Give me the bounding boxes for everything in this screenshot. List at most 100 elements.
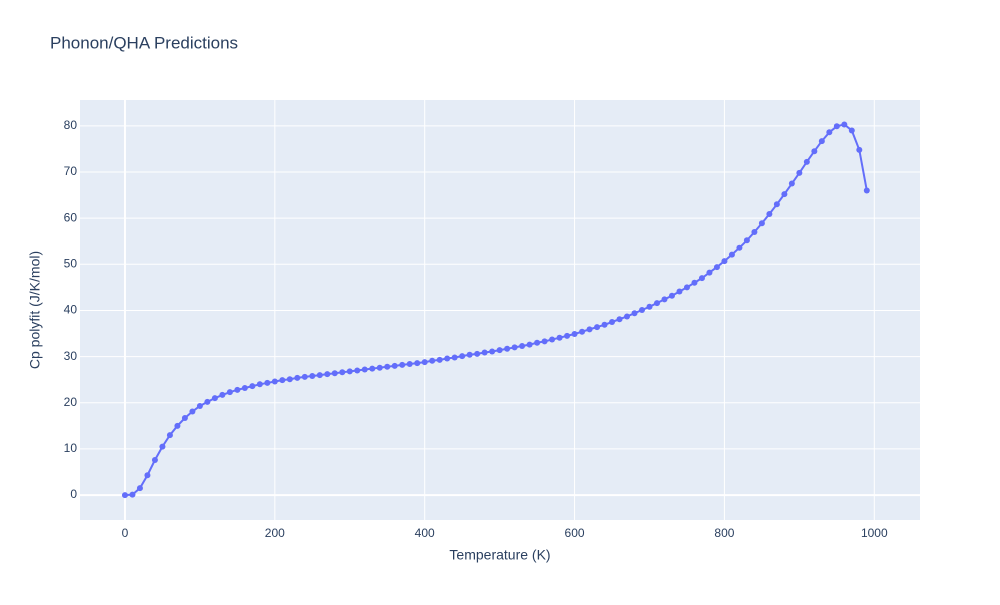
data-point — [713, 264, 720, 271]
x-tick-label: 1000 — [861, 526, 888, 540]
data-point — [144, 472, 151, 479]
data-point — [324, 371, 331, 378]
data-point — [556, 334, 563, 341]
data-point — [624, 313, 631, 320]
data-point — [459, 353, 466, 360]
data-point — [586, 326, 593, 333]
data-point — [399, 361, 406, 368]
data-point — [841, 121, 848, 128]
y-tick-label: 60 — [64, 210, 78, 224]
y-tick-label: 30 — [64, 349, 78, 363]
x-tick-label: 400 — [415, 526, 435, 540]
y-tick-label: 10 — [64, 441, 78, 455]
data-point — [668, 292, 675, 299]
data-point — [136, 485, 143, 492]
data-point — [848, 127, 855, 134]
data-point — [601, 321, 608, 328]
data-point — [653, 300, 660, 307]
data-point — [474, 350, 481, 357]
data-point — [773, 201, 780, 208]
data-point — [436, 356, 443, 363]
data-point — [346, 368, 353, 375]
data-point — [638, 307, 645, 313]
y-tick-label: 50 — [64, 256, 78, 270]
data-point — [444, 355, 451, 362]
data-point — [159, 443, 166, 450]
data-point — [489, 348, 496, 355]
data-point — [811, 148, 818, 155]
data-point — [856, 146, 863, 153]
data-point — [316, 372, 323, 379]
data-point — [369, 365, 376, 372]
data-point — [196, 403, 203, 409]
data-point — [616, 316, 623, 323]
data-point — [743, 237, 750, 244]
data-point — [691, 279, 698, 286]
data-point — [121, 492, 128, 499]
data-point — [504, 345, 511, 352]
data-point — [421, 359, 428, 366]
data-point — [376, 364, 383, 371]
data-point — [526, 341, 533, 348]
data-point — [264, 379, 271, 386]
data-point — [481, 349, 488, 356]
data-point — [519, 343, 526, 349]
data-point — [736, 244, 743, 251]
data-point — [271, 378, 278, 385]
data-point — [496, 347, 503, 354]
data-point — [549, 336, 556, 343]
data-point — [758, 220, 765, 227]
data-point — [594, 324, 601, 331]
data-point — [631, 310, 638, 317]
data-point — [301, 373, 308, 380]
data-point — [698, 275, 705, 282]
data-point — [339, 369, 346, 376]
data-point — [294, 374, 301, 381]
data-point — [286, 376, 293, 383]
data-point — [796, 169, 803, 176]
data-point — [241, 385, 248, 391]
data-point — [414, 360, 421, 367]
y-axis-title: Cp polyfit (J/K/mol) — [27, 251, 43, 369]
data-point — [219, 391, 226, 398]
data-point — [609, 319, 616, 325]
data-point — [646, 303, 653, 310]
x-tick-label: 800 — [714, 526, 734, 540]
data-line — [124, 123, 868, 497]
data-point — [151, 457, 158, 463]
data-point — [181, 415, 188, 421]
data-point — [683, 284, 690, 291]
data-point — [391, 362, 398, 369]
data-point — [204, 398, 211, 405]
data-point — [226, 389, 233, 396]
data-point — [466, 351, 473, 358]
data-point — [676, 288, 683, 295]
data-point — [256, 381, 263, 388]
data-point — [451, 354, 458, 361]
x-tick-label: 600 — [565, 526, 585, 540]
data-point — [706, 269, 713, 276]
data-point — [788, 180, 795, 187]
y-tick-label: 0 — [70, 487, 77, 501]
data-point — [174, 422, 181, 429]
data-point — [354, 367, 361, 374]
x-tick-label: 0 — [122, 526, 129, 540]
y-tick-label: 70 — [64, 164, 78, 178]
data-point — [361, 366, 368, 373]
y-tick-label: 40 — [64, 303, 78, 317]
data-point — [579, 328, 586, 335]
y-tick-label: 80 — [64, 118, 78, 132]
data-point — [384, 363, 391, 370]
data-point — [564, 332, 571, 339]
data-point — [803, 158, 810, 165]
data-point — [429, 357, 436, 364]
data-point — [766, 211, 773, 217]
data-point — [331, 370, 338, 377]
x-tick-label: 200 — [265, 526, 285, 540]
data-point — [129, 491, 136, 498]
chart-title: Phonon/QHA Predictions — [50, 33, 238, 52]
data-point — [189, 408, 196, 415]
data-point — [541, 338, 548, 345]
data-point — [781, 191, 788, 198]
